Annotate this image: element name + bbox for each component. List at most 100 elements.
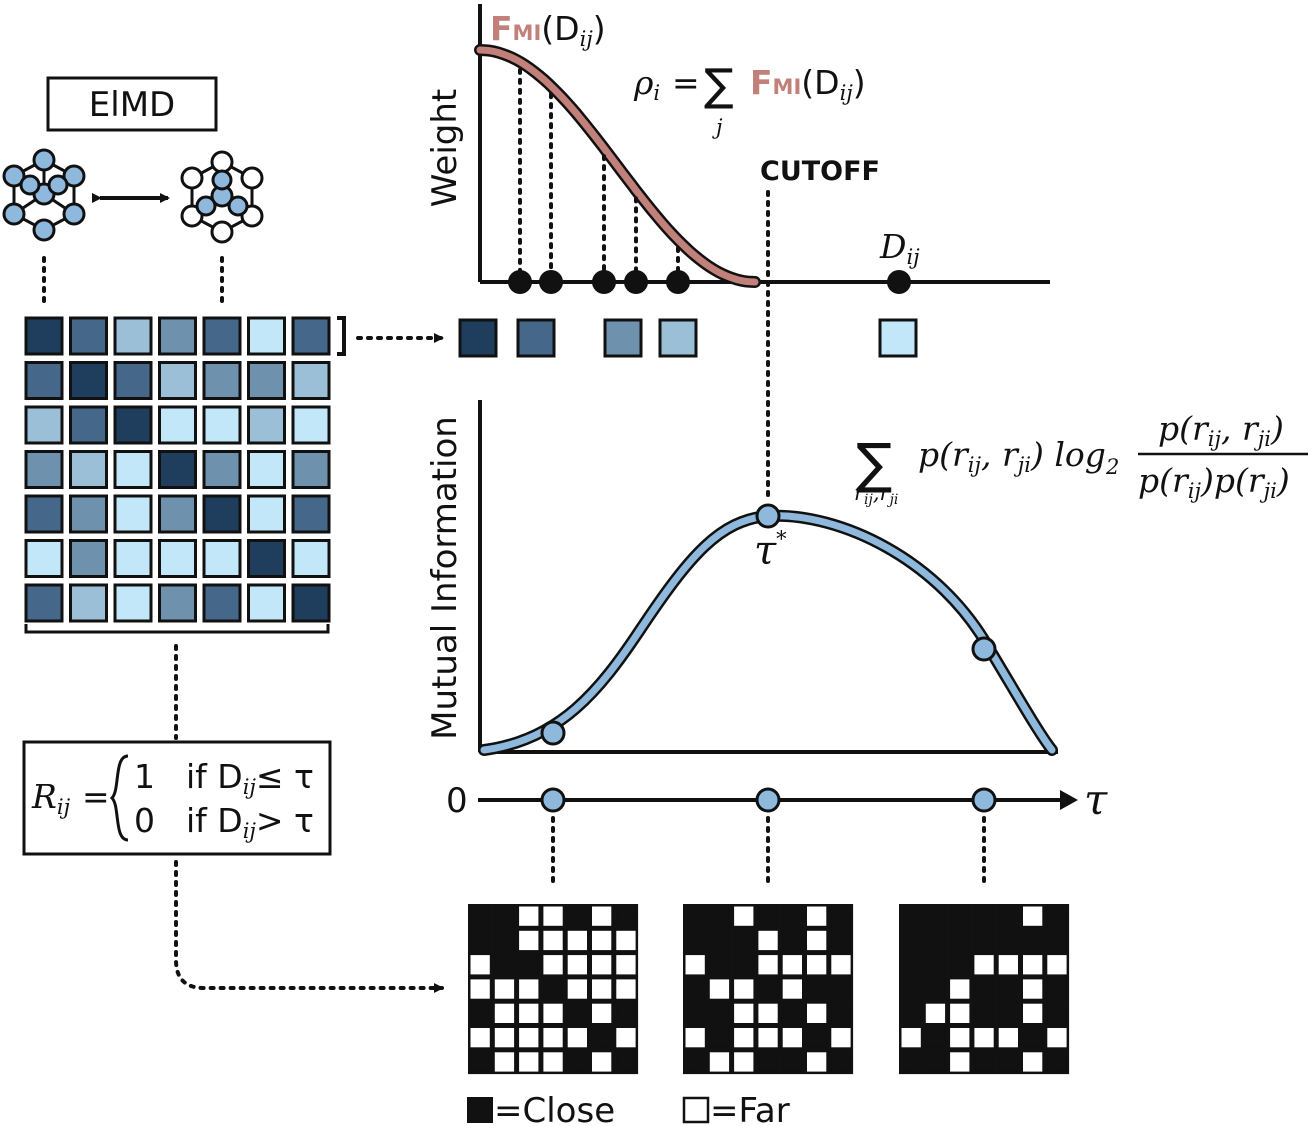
close-cell [950,906,970,926]
far-cell [543,1052,563,1072]
close-cell [685,979,705,999]
rule-row1-value: 1 [134,757,155,796]
selected-distance-square [658,318,698,358]
far-cell [543,1028,563,1048]
close-cell [494,930,515,951]
far-cell [974,1028,994,1048]
far-cell [709,979,730,999]
close-cell [709,930,730,951]
distance-matrix-cell [291,494,331,534]
distance-matrix-cell [247,316,286,356]
binary-grid [899,904,1070,1075]
distance-matrix-cell [113,583,153,623]
far-cell [734,1028,754,1048]
far-cell [734,1052,754,1072]
close-cell [592,1028,612,1048]
far-cell [1023,1052,1043,1072]
distance-matrix-cell [291,405,331,445]
distance-matrix-cell [24,361,64,400]
rho-sum-index: j [712,115,723,139]
distance-matrix-cell [69,316,108,356]
close-cell [974,979,994,999]
mi-sample-points [540,503,997,746]
close-cell [925,1052,946,1072]
rule-equals: = [82,777,110,816]
far-cell [807,906,827,926]
far-cell [782,979,803,999]
legend-far-swatch [682,1096,710,1124]
legend-close-swatch [467,1097,493,1123]
rule-row2-value: 0 [134,801,155,840]
distance-matrix-cell [69,539,108,578]
rule-to-grids-arrow [174,860,444,993]
mi-numerator: p(rij, rji) [1158,409,1284,451]
distance-matrix-cell [113,316,153,356]
close-cell [709,906,730,926]
tau-axis: 0 τ [446,775,1108,888]
distance-matrix-cell [158,361,197,400]
close-cell [709,1028,730,1048]
distance-matrix [24,316,331,623]
far-cell [685,955,705,975]
far-cell [1023,979,1043,999]
close-cell [974,1003,994,1024]
tau-point [540,787,566,813]
mutual-information-panel: Mutual Information τ* ∑ rij,rji p(rij, r… [425,400,1308,756]
threshold-rule-box: Rij = 1 if Dij≤ τ 0 if Dij> τ [22,740,332,856]
far-cell [1047,955,1067,975]
close-cell [925,1028,946,1048]
far-cell [1023,906,1043,926]
mi-sum-symbol: ∑ [856,432,892,495]
mi-sum-index: rij,rji [854,481,898,508]
tau-axis-zero: 0 [446,781,468,821]
close-cell [807,979,827,999]
weight-axis-label: Weight [425,89,465,207]
distance-matrix-cell [113,450,153,489]
close-cell [974,930,994,951]
tau-point [755,787,781,813]
close-cell [950,930,970,951]
far-cell [831,955,851,975]
far-cell [494,1003,515,1024]
close-cell [1023,1028,1043,1048]
rule-brace [109,754,129,842]
close-cell [567,1052,588,1072]
row-bracket [337,316,346,356]
close-cell [734,955,754,975]
close-cell [831,979,851,999]
far-cell [950,1003,970,1024]
far-cell [543,906,563,926]
close-cell [470,1003,490,1024]
distance-matrix-cell [24,583,64,623]
distance-matrix-cell [158,450,197,489]
dij-label: Dij [879,227,920,269]
far-cell [567,930,588,951]
far-cell [470,955,490,975]
selected-distance-square [516,318,556,358]
distance-point [539,270,563,294]
close-cell [901,906,921,926]
close-cell [616,906,636,926]
column-bracket [24,624,330,634]
close-cell [782,1052,803,1072]
weight-curve [476,46,759,286]
close-cell [901,1052,921,1072]
distance-matrix-cell [24,405,64,445]
close-cell [758,906,778,926]
far-cell [616,955,636,975]
close-cell [685,930,705,951]
close-cell [616,1003,636,1024]
distance-matrix-cell [247,405,286,445]
distance-matrix-cell [291,583,331,623]
distance-point [592,270,616,294]
close-cell [685,1003,705,1024]
far-cell [782,1028,803,1048]
far-cell [543,1003,563,1024]
distance-matrix-cell [24,450,64,489]
far-cell [925,1003,946,1024]
weight-curve-label: FMI(Dij) [490,9,606,51]
distance-matrix-cell [291,450,331,489]
far-cell [519,1052,539,1072]
mi-point [540,720,566,746]
